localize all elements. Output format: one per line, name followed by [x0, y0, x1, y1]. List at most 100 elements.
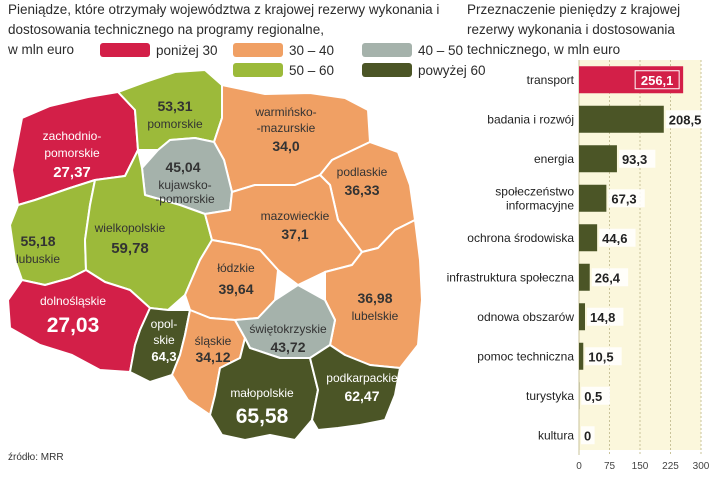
bar: [579, 224, 598, 252]
label-lubelskie-name: lubelskie: [352, 309, 399, 323]
label-pomorskie-name: pomorskie: [147, 117, 203, 131]
category-label: transport: [527, 73, 575, 87]
legend-swatch: [362, 63, 412, 77]
category-label: informacyjne: [506, 198, 574, 212]
label-lubuskie-name: lubuskie: [16, 252, 60, 266]
bar-chart-axis-ticks: 0 75 150 225 300: [576, 461, 710, 472]
label-lubelskie-value: 36,98: [357, 290, 392, 306]
bar-chart-bars: 256,1 208,5 93,3 67,3 44,6 26,4 14,8 10,5 0,5 0: [579, 66, 710, 445]
label-slaskie-name: śląskie: [195, 334, 232, 348]
label-kujawsko-name2: -pomorskie: [155, 192, 215, 206]
value-label: 26,4: [595, 270, 621, 285]
label-malopolskie-name: małopolskie: [230, 386, 294, 400]
x-tick-label: 300: [693, 461, 710, 472]
legend-label: 40 – 50: [418, 42, 464, 58]
category-label: turystyka: [526, 389, 574, 403]
value-label-box: [587, 307, 624, 326]
map-title-text: Pieniądze, które otrzymały województwa z…: [8, 2, 440, 37]
label-warminsko-name: warmińsko-: [254, 105, 316, 119]
region-podkarpackie: [309, 344, 401, 431]
label-zachodniopomorskie-name: zachodnio-: [43, 129, 102, 143]
x-tick-label: 75: [604, 461, 616, 472]
label-opolskie-name2: skie: [153, 333, 175, 347]
value-label: 93,3: [622, 152, 647, 167]
value-label-box: [618, 149, 656, 168]
bar: [579, 342, 584, 370]
legend-swatch: [100, 43, 150, 57]
label-warminsko-value: 34,0: [272, 138, 299, 154]
label-slaskie-value: 34,12: [195, 349, 230, 365]
label-podlaskie-value: 36,33: [344, 182, 379, 198]
label-mazowieckie-value: 37,1: [281, 226, 308, 242]
label-zachodniopomorskie-value: 27,37: [53, 164, 91, 181]
map-labels: zachodnio- pomorskie 27,37 53,31 pomorsk…: [16, 98, 399, 428]
bar: [579, 263, 590, 291]
x-tick-label: 0: [576, 461, 582, 472]
value-label: 0: [584, 428, 591, 443]
label-pomorskie-value: 53,31: [157, 98, 192, 114]
value-label-box: [581, 386, 611, 405]
label-lodzkie-name: łódzkie: [217, 261, 255, 275]
label-wielkopolskie-value: 59,78: [111, 240, 149, 257]
category-label: energia: [534, 152, 574, 166]
label-zachodniopomorskie-name2: pomorskie: [44, 146, 100, 160]
legend-item-30-40: 30 – 40: [233, 42, 334, 58]
category-label: społeczeństwo: [495, 184, 574, 198]
legend-item-50-60: 50 – 60: [233, 62, 334, 78]
value-label: 14,8: [590, 310, 615, 325]
value-label: 208,5: [669, 112, 702, 127]
label-kujawsko-name: kujawsko-: [158, 178, 211, 192]
x-tick-label: 225: [662, 461, 679, 472]
value-label-box: [634, 70, 680, 90]
label-lubuskie-value: 55,18: [20, 233, 55, 249]
value-label: 10,5: [588, 349, 613, 364]
value-label-box: [665, 110, 710, 129]
bar-chart: 256,1 208,5 93,3 67,3 44,6 26,4 14,8 10,5 0,5 0 t…: [447, 60, 710, 472]
legend-label: poniżej 30: [156, 42, 218, 58]
label-dolnoslaskie-value: 27,03: [47, 314, 100, 337]
category-label: odnowa obszarów: [477, 310, 574, 324]
legend-label: powyżej 60: [418, 62, 486, 78]
category-label: pomoc techniczna: [477, 349, 574, 363]
label-swietokrzyskie-name: świętokrzyskie: [249, 322, 327, 336]
value-label-box: [608, 189, 645, 208]
label-kujawsko-value: 45,04: [165, 159, 200, 175]
legend-label: 30 – 40: [289, 42, 335, 58]
label-wielkopolskie-name: wielkopolskie: [94, 221, 166, 235]
label-mazowieckie-name: mazowieckie: [261, 209, 330, 223]
bar-chart-category-labels: transport badania i rozwój energia społecze…: [447, 73, 575, 443]
value-label: 67,3: [611, 191, 636, 206]
map-unit: w mln euro: [8, 42, 75, 57]
bar-chart-title: Przeznaczenie pieniędzy z krajowej rezer…: [467, 2, 681, 57]
label-opolskie-value: 64,3: [151, 349, 176, 364]
category-label: kultura: [538, 428, 574, 442]
bar: [579, 303, 586, 331]
value-label-box: [585, 347, 622, 366]
map-title: Pieniądze, które otrzymały województwa z…: [8, 0, 478, 60]
label-swietokrzyskie-value: 43,72: [270, 339, 305, 355]
label-lodzkie-value: 39,64: [218, 281, 253, 297]
label-opolskie-name: opol-: [151, 317, 178, 331]
legend-swatch: [362, 43, 412, 57]
legend-item-above-60: powyżej 60: [362, 62, 486, 78]
category-label: infrastruktura społeczna: [447, 270, 575, 284]
category-label: badania i rozwój: [487, 112, 574, 126]
legend-label: 50 – 60: [289, 62, 335, 78]
value-label-box: [581, 426, 595, 445]
legend-item-below-30: poniżej 30: [100, 42, 218, 58]
label-podkarpackie-name: podkarpackie: [326, 371, 398, 385]
label-podlaskie-name: podlaskie: [337, 165, 388, 179]
label-dolnoslaskie-name: dolnośląskie: [40, 294, 106, 308]
label-warminsko-name2: -mazurskie: [257, 121, 316, 135]
label-malopolskie-value: 65,58: [236, 405, 289, 428]
poland-map: zachodnio- pomorskie 27,37 53,31 pomorsk…: [7, 69, 423, 441]
value-label-box: [591, 268, 629, 287]
legend-swatch: [233, 43, 283, 57]
bar: [579, 145, 617, 173]
bar: [579, 184, 607, 212]
value-label: 256,1: [641, 73, 674, 88]
value-label: 0,5: [584, 389, 602, 404]
x-tick-label: 150: [632, 461, 649, 472]
legend-item-40-50: 40 – 50: [362, 42, 463, 58]
category-label: ochrona środowiska: [467, 231, 574, 245]
